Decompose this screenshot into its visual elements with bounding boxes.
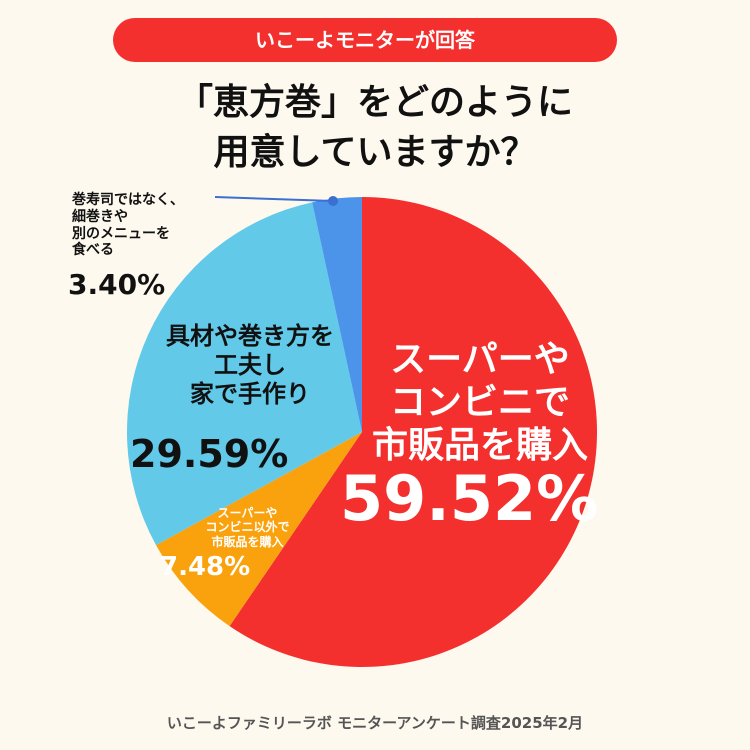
value-label: 29.59% bbox=[130, 432, 289, 476]
slice-label: 巻寿司ではなく、 細巻きや 別のメニューを 食べる bbox=[72, 192, 184, 259]
slice-label: スーパーや コンビニで 市販品を購入 bbox=[371, 339, 588, 467]
source: いこーよファミリーラボ モニターアンケート調査2025年2月 bbox=[166, 714, 584, 732]
chart-title: 「恵方巻」をどのように 用意していますか？ bbox=[176, 82, 573, 174]
value-label: 59.52% bbox=[340, 462, 599, 535]
leader-dot bbox=[328, 196, 338, 206]
value-label: 7.48% bbox=[160, 552, 251, 582]
pie-slice bbox=[126, 202, 363, 546]
pie-slice bbox=[156, 432, 362, 627]
slice-label: 具材や巻き方を 工夫し 家で手作り bbox=[166, 322, 334, 408]
badge: いこーよモニターが回答 bbox=[113, 18, 617, 62]
slice-label: スーパーや コンビニ以外で 市販品を購入 bbox=[205, 506, 290, 549]
leader-line bbox=[214, 196, 334, 202]
pie bbox=[126, 197, 598, 667]
value-label: 3.40% bbox=[68, 268, 166, 301]
pie-slice bbox=[312, 197, 362, 432]
pie-slice bbox=[229, 197, 598, 667]
